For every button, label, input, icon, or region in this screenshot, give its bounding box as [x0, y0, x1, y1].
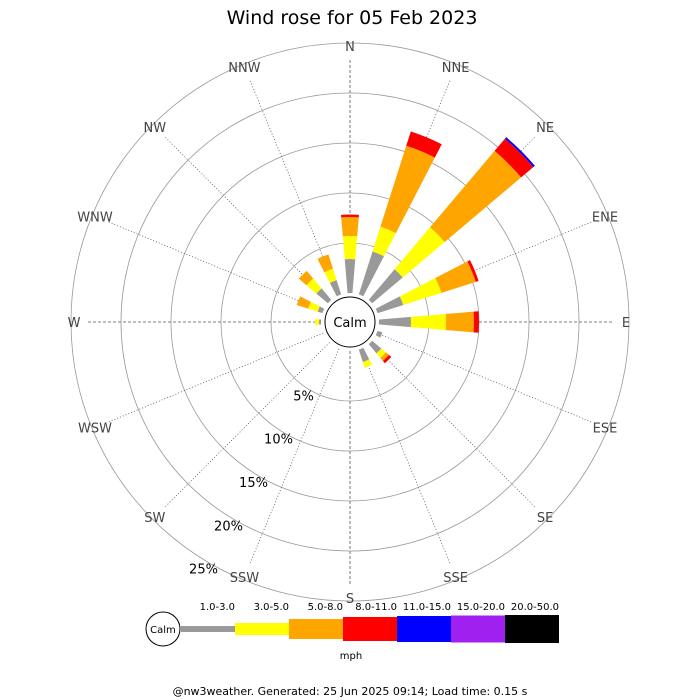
petal-nw-bin-3 [298, 270, 314, 286]
percent-label-20: 20% [214, 519, 243, 534]
petal-n-bin-1 [344, 259, 356, 294]
petal-nw-bin-1 [316, 288, 332, 304]
spoke-sse [360, 348, 451, 565]
petal-sse-bin-2 [362, 359, 373, 368]
petal-wnw-bin-1 [317, 306, 325, 314]
direction-label-nnw: NNW [228, 61, 260, 76]
direction-label-w: W [68, 316, 81, 331]
direction-label-se: SE [537, 511, 553, 526]
direction-label-e: E [622, 316, 630, 331]
petal-e-bin-1 [378, 316, 411, 328]
petal-ne-bin-5 [504, 137, 535, 168]
legend-swatch-3 [289, 619, 343, 639]
petal-se-bin-2 [376, 348, 386, 358]
direction-label-ese: ESE [593, 422, 618, 437]
speed-legend: Calm 1.0-3.0 3.0-5.0 5.0-8.0 8.0-11.0 11.0-1… [145, 602, 559, 662]
legend-swatch-5 [397, 616, 451, 642]
grid-ring-5 [70, 42, 630, 602]
petal-ene-bin-4 [467, 260, 479, 282]
direction-label-ne: NE [536, 121, 554, 136]
spoke-ese [376, 332, 593, 423]
radial-grid [70, 42, 630, 602]
petal-ene-bin-3 [435, 261, 476, 293]
legend-swatch-7 [505, 615, 559, 643]
percent-label-15: 15% [239, 476, 268, 491]
petal-se-bin-4 [382, 354, 392, 364]
legend-calm-circle [145, 611, 181, 647]
petal-w-bin-2 [315, 319, 320, 325]
petal-wnw-bin-2 [308, 301, 320, 312]
legend-swatch-1 [181, 626, 235, 632]
spoke-ssw [249, 348, 340, 565]
percent-label-10: 10% [264, 433, 293, 448]
petal-e-bin-3 [445, 311, 474, 333]
petal-ese-bin-1 [375, 330, 383, 338]
petal-n-bin-2 [342, 236, 358, 260]
petal-ne-bin-2 [394, 227, 445, 278]
petal-nnw-bin-1 [329, 280, 342, 297]
wind-petals [296, 131, 535, 368]
petal-nne-bin-3 [380, 145, 435, 234]
petal-nne-bin-4 [406, 131, 442, 158]
legend-label-7: 20.0-50.0 [511, 602, 559, 613]
legend-label-2: 3.0-5.0 [254, 602, 289, 613]
percent-labels: 5% 10% 15% 20% 25% [189, 389, 314, 577]
petal-n-bin-4 [341, 214, 359, 218]
direction-labels: N NNE NE ENE E ESE SE SSE S SSW SW WSW W WNW NW NNW [68, 40, 631, 607]
petal-ene-bin-2 [399, 277, 442, 305]
percent-label-25: 25% [189, 563, 218, 578]
petal-ne-bin-3 [430, 150, 522, 242]
petal-n-bin-3 [341, 217, 359, 237]
direction-label-nw: NW [144, 121, 167, 136]
footer-text: @nw3weather. Generated: 25 Jun 2025 09:1… [173, 685, 528, 698]
spoke-wnw [107, 221, 324, 312]
petal-ne-bin-4 [494, 138, 534, 178]
spoke-wsw [107, 332, 324, 423]
direction-label-wnw: WNW [77, 210, 113, 225]
direction-label-n: N [345, 40, 355, 55]
legend-calm-label: Calm [150, 625, 176, 636]
legend-swatch-6 [451, 615, 505, 643]
petal-nw-bin-2 [306, 278, 322, 294]
petal-wnw-bin-3 [296, 296, 311, 309]
petal-se-bin-1 [368, 340, 382, 354]
petal-e-bin-2 [410, 313, 446, 331]
petal-sse-bin-1 [358, 347, 370, 363]
calm-center: Calm [324, 296, 376, 348]
direction-label-ssw: SSW [230, 571, 260, 586]
legend-label-4: 8.0-11.0 [355, 602, 397, 613]
direction-label-sse: SSE [443, 571, 468, 586]
petal-nnw-bin-3 [317, 254, 333, 273]
spoke-se [370, 342, 536, 508]
petal-nne-bin-1 [358, 251, 384, 297]
legend-swatch-4 [343, 617, 397, 641]
calm-circle [324, 296, 376, 348]
percent-label-5: 5% [293, 389, 314, 404]
petal-nnw-bin-2 [324, 268, 337, 283]
direction-label-ene: ENE [592, 210, 618, 225]
petal-nne-bin-2 [372, 226, 396, 257]
petal-ne-bin-1 [368, 269, 403, 304]
legend-label-3: 5.0-8.0 [308, 602, 343, 613]
legend-label-1: 1.0-3.0 [200, 602, 235, 613]
direction-label-s: S [346, 592, 354, 607]
petal-ene-bin-1 [375, 296, 404, 314]
legend-label-5: 11.0-15.0 [403, 602, 451, 613]
calm-label: Calm [333, 316, 366, 331]
direction-label-sw: SW [144, 511, 165, 526]
legend-bins: 1.0-3.0 3.0-5.0 5.0-8.0 8.0-11.0 11.0-15.0 15… [181, 602, 559, 643]
legend-label-6: 15.0-20.0 [457, 602, 505, 613]
direction-label-nne: NNE [442, 61, 470, 76]
petal-se-bin-3 [380, 352, 389, 361]
direction-label-wsw: WSW [78, 422, 112, 437]
legend-unit: mph [340, 651, 362, 662]
legend-swatch-2 [235, 623, 289, 635]
chart-title: Wind rose for 05 Feb 2023 [227, 7, 478, 29]
petal-w-bin-1 [319, 319, 322, 325]
petal-e-bin-4 [473, 311, 479, 333]
